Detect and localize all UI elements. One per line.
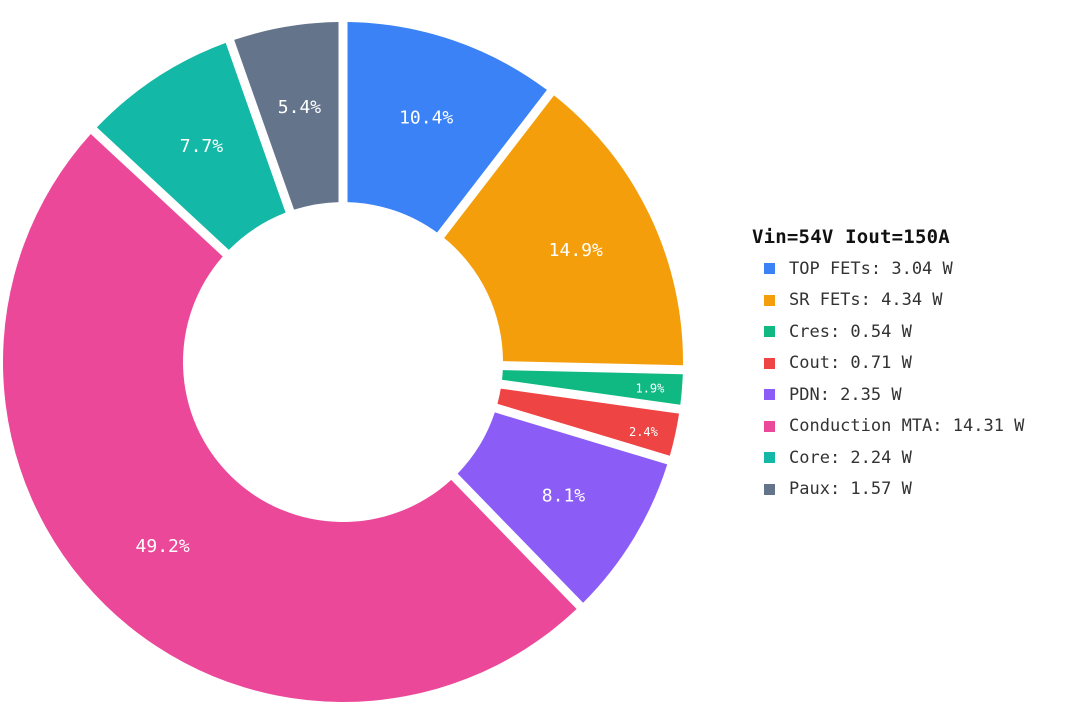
slice-cres xyxy=(502,370,683,405)
legend-item-top-fets[interactable]: TOP FETs: 3.04 W xyxy=(752,253,1024,285)
legend-label: SR FETs: 4.34 W xyxy=(789,290,943,311)
slice-pdn xyxy=(457,412,668,603)
legend: Vin=54V Iout=150A TOP FETs: 3.04 W SR FET… xyxy=(752,226,1024,505)
slice-paux xyxy=(234,22,339,210)
slice-sr-fets xyxy=(444,95,683,366)
legend-label: Cout: 0.71 W xyxy=(789,353,912,374)
slice-label-pdn: 8.1% xyxy=(542,486,586,507)
legend-swatch xyxy=(764,357,775,369)
legend-swatch xyxy=(764,326,775,338)
legend-label: Cres: 0.54 W xyxy=(789,321,912,342)
legend-swatch xyxy=(764,483,775,495)
legend-item-cout[interactable]: Cout: 0.71 W xyxy=(752,348,1024,380)
legend-item-pdn[interactable]: PDN: 2.35 W xyxy=(752,379,1024,411)
slice-label-cout: 2.4% xyxy=(629,425,659,439)
legend-label: Conduction MTA: 14.31 W xyxy=(789,416,1025,437)
slice-label-core: 7.7% xyxy=(180,136,224,157)
legend-item-conduction-mta[interactable]: Conduction MTA: 14.31 W xyxy=(752,411,1024,443)
legend-label: PDN: 2.35 W xyxy=(789,384,902,405)
slice-label-conduction-mta: 49.2% xyxy=(136,536,190,557)
legend-item-cres[interactable]: Cres: 0.54 W xyxy=(752,316,1024,348)
slice-label-top-fets: 10.4% xyxy=(399,107,453,128)
slice-conduction-mta xyxy=(2,134,577,703)
slice-label-cres: 1.9% xyxy=(635,381,665,395)
legend-label: Core: 2.24 W xyxy=(789,447,912,468)
legend-label: Paux: 1.57 W xyxy=(789,479,912,500)
slice-label-sr-fets: 14.9% xyxy=(549,240,603,261)
legend-swatch xyxy=(764,263,775,275)
slice-label-paux: 5.4% xyxy=(278,97,322,118)
slice-cout xyxy=(497,388,680,456)
legend-item-core[interactable]: Core: 2.24 W xyxy=(752,442,1024,474)
legend-title: Vin=54V Iout=150A xyxy=(752,226,950,248)
legend-swatch xyxy=(764,389,775,401)
legend-label: TOP FETs: 3.04 W xyxy=(789,258,953,279)
legend-item-sr-fets[interactable]: SR FETs: 4.34 W xyxy=(752,285,1024,317)
legend-item-paux[interactable]: Paux: 1.57 W xyxy=(752,474,1024,506)
legend-swatch xyxy=(764,420,775,432)
legend-swatch xyxy=(764,452,775,464)
slice-top-fets xyxy=(347,22,547,233)
slice-core xyxy=(96,42,286,250)
legend-swatch xyxy=(764,294,775,306)
